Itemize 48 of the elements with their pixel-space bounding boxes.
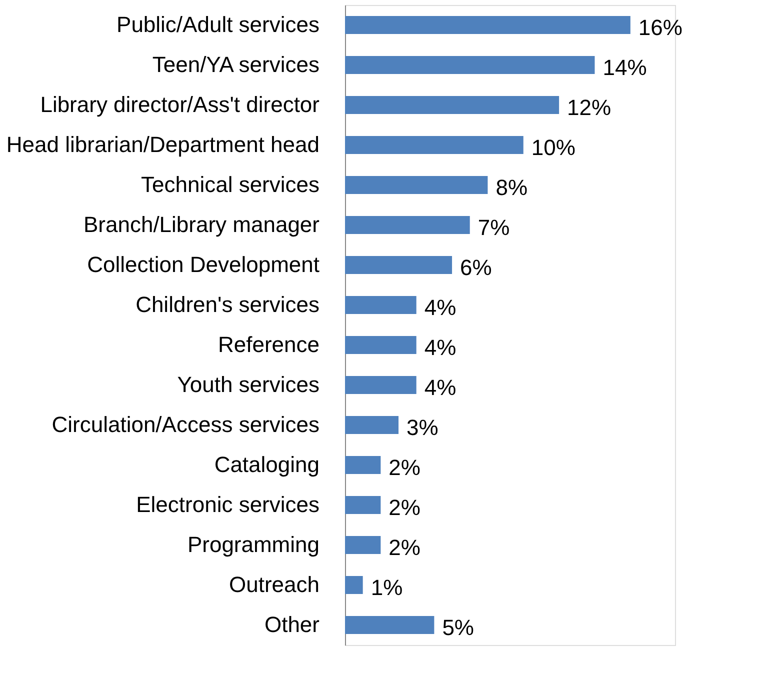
- data-label: 4%: [424, 375, 456, 400]
- data-label: 1%: [370, 575, 403, 600]
- y-tick-label: Public/Adult services: [116, 12, 320, 37]
- data-label: 16%: [638, 15, 682, 40]
- y-tick-label: Children's services: [136, 292, 320, 317]
- bar: [345, 576, 363, 594]
- bar: [345, 136, 524, 154]
- bar: [345, 496, 381, 514]
- y-tick-label: Other: [264, 612, 320, 637]
- y-tick-label: Circulation/Access services: [52, 412, 320, 437]
- bar: [345, 216, 470, 234]
- y-tick-label: Youth services: [177, 372, 320, 397]
- y-tick-label: Branch/Library manager: [83, 212, 320, 237]
- data-label: 4%: [424, 295, 456, 320]
- bar: [345, 616, 434, 634]
- y-tick-label: Head librarian/Department head: [6, 132, 320, 157]
- y-tick-label: Cataloging: [214, 452, 320, 477]
- data-label: 5%: [442, 615, 474, 640]
- bar: [345, 176, 488, 194]
- data-label: 12%: [567, 95, 612, 120]
- y-tick-label: Library director/Ass't director: [40, 92, 320, 117]
- data-label: 10%: [531, 135, 576, 160]
- data-label: 3%: [406, 415, 438, 440]
- y-tick-label: Teen/YA services: [152, 52, 320, 77]
- bar: [345, 376, 416, 394]
- data-label: 7%: [478, 215, 510, 240]
- y-tick-label: Outreach: [229, 572, 320, 597]
- data-label: 2%: [388, 495, 420, 520]
- y-tick-label: Electronic services: [136, 492, 320, 517]
- bar: [345, 336, 416, 354]
- data-label: 2%: [388, 535, 420, 560]
- data-label: 2%: [388, 455, 420, 480]
- bar: [345, 256, 452, 274]
- bar: [345, 416, 399, 434]
- y-tick-label: Technical services: [140, 172, 320, 197]
- y-tick-label: Reference: [218, 332, 320, 357]
- data-label: 8%: [496, 175, 528, 200]
- y-tick-label: Collection Development: [87, 252, 320, 277]
- data-label: 6%: [460, 255, 492, 280]
- bar: [345, 536, 381, 554]
- data-label: 14%: [602, 55, 647, 80]
- data-label: 4%: [424, 335, 456, 360]
- y-tick-label: Programming: [187, 532, 320, 557]
- bar: [345, 16, 630, 34]
- bar: [345, 56, 595, 74]
- bar: [345, 456, 381, 474]
- bar: [345, 96, 560, 114]
- bar: [345, 296, 416, 314]
